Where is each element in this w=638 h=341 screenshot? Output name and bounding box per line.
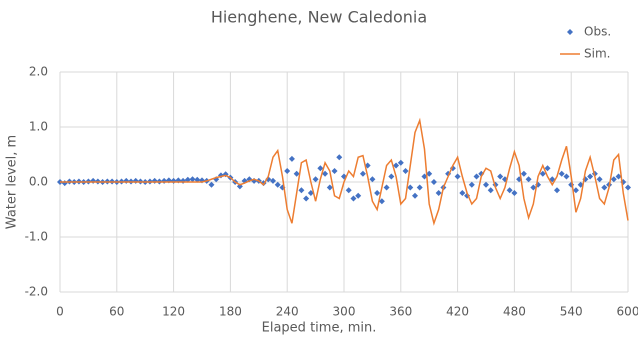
obs-point: [170, 177, 177, 184]
obs-point: [539, 170, 546, 177]
y-tick-label: 1.0: [29, 120, 48, 134]
obs-point: [435, 190, 442, 196]
legend-label: Obs.: [584, 25, 611, 39]
obs-point: [270, 177, 276, 184]
obs-point: [331, 168, 338, 174]
y-tick-label: 2.0: [29, 65, 48, 79]
obs-point: [610, 176, 617, 183]
obs-point: [307, 190, 314, 196]
obs-point: [525, 176, 532, 183]
obs-point: [161, 177, 168, 184]
x-tick-label: 480: [503, 305, 526, 319]
x-tick-label: 0: [56, 305, 64, 319]
obs-point: [402, 168, 409, 174]
obs-point: [558, 170, 565, 177]
obs-point: [473, 173, 480, 180]
obs-point: [483, 181, 489, 188]
sim-line: [60, 117, 629, 226]
x-tick-label: 240: [276, 305, 299, 319]
obs-point: [317, 165, 324, 172]
obs-point: [459, 190, 466, 196]
x-tick-label: 540: [560, 305, 583, 319]
obs-point: [601, 184, 608, 191]
y-tick-label: 0.0: [29, 175, 48, 189]
obs-point: [90, 177, 97, 184]
x-tick-label: 120: [162, 305, 185, 319]
obs-point: [596, 176, 603, 183]
x-tick-label: 360: [389, 305, 412, 319]
obs-point: [336, 154, 343, 161]
obs-point: [61, 180, 68, 187]
legend-marker: [567, 29, 573, 35]
obs-point: [369, 176, 376, 183]
legend-label: Sim.: [584, 47, 610, 61]
obs-point: [397, 159, 404, 166]
obs-point: [359, 170, 366, 177]
obs-point: [407, 184, 414, 191]
obs-point: [615, 173, 622, 180]
obs-point: [355, 192, 362, 199]
obs-point: [374, 190, 381, 196]
chart-title: Hienghene, New Caledonia: [211, 8, 427, 27]
x-tick-label: 300: [333, 305, 356, 319]
obs-point: [426, 170, 433, 177]
obs-point: [393, 162, 400, 169]
x-tick-label: 60: [109, 305, 124, 319]
obs-point: [572, 187, 579, 194]
obs-point: [132, 177, 139, 184]
obs-point: [497, 173, 504, 180]
obs-point: [544, 165, 551, 172]
obs-point: [412, 192, 418, 199]
obs-point: [430, 179, 437, 185]
obs-point: [520, 170, 527, 177]
obs-point: [293, 170, 300, 177]
obs-point: [350, 195, 357, 202]
obs-point: [284, 168, 291, 174]
obs-point: [312, 176, 319, 183]
obs-point: [345, 187, 352, 194]
obs-point: [416, 184, 423, 191]
x-tick-label: 420: [446, 305, 469, 319]
obs-point: [326, 184, 333, 191]
obs-point: [530, 184, 537, 191]
obs-point: [303, 195, 310, 202]
obs-point: [274, 181, 281, 188]
obs-point: [151, 177, 158, 184]
y-axis-label: Water level, m: [5, 135, 20, 229]
obs-point: [322, 170, 329, 177]
obs-point: [506, 187, 513, 194]
obs-point: [298, 187, 305, 194]
obs-point: [123, 177, 130, 184]
obs-point: [288, 155, 295, 162]
obs-point: [625, 184, 631, 191]
obs-point: [563, 173, 570, 180]
y-tick-label: -1.0: [25, 230, 48, 244]
obs-point: [388, 173, 395, 180]
obs-point: [378, 198, 385, 205]
x-tick-label: 600: [617, 305, 638, 319]
obs-point: [554, 187, 560, 194]
obs-point: [383, 184, 390, 191]
obs-point: [511, 190, 518, 196]
obs-point: [468, 181, 475, 188]
x-tick-label: 180: [219, 305, 242, 319]
obs-point: [208, 181, 215, 188]
obs-point: [180, 177, 187, 184]
obs-point: [454, 173, 461, 180]
obs-point: [189, 176, 196, 183]
y-tick-label: -2.0: [25, 285, 48, 299]
obs-point: [487, 187, 494, 194]
x-axis-label: Elaped time, min.: [262, 321, 377, 336]
obs-point: [587, 173, 594, 180]
